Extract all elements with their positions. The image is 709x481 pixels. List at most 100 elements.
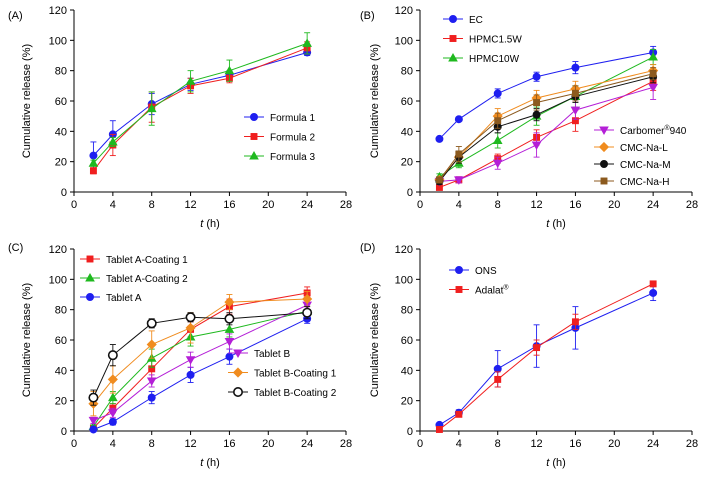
legend-item: Tablet A-Coating 1 bbox=[80, 255, 188, 266]
x-tick-label: 16 bbox=[223, 199, 235, 211]
y-tick-label: 60 bbox=[55, 335, 67, 347]
x-tick-label: 24 bbox=[301, 199, 313, 211]
series-line bbox=[439, 86, 654, 182]
data-point bbox=[532, 110, 541, 119]
x-axis-label-variable: t bbox=[546, 218, 550, 230]
y-tick-label: 100 bbox=[49, 35, 67, 47]
legend-marker bbox=[249, 151, 259, 160]
legend-item: Carbomer®940 bbox=[594, 124, 687, 137]
x-tick-label: 12 bbox=[184, 199, 196, 211]
data-point bbox=[493, 89, 502, 98]
data-point bbox=[435, 134, 444, 143]
legend-marker bbox=[600, 159, 609, 168]
legend-marker bbox=[232, 367, 244, 378]
data-point bbox=[435, 176, 443, 184]
data-point bbox=[185, 76, 196, 85]
data-point bbox=[455, 410, 463, 418]
data-point bbox=[185, 312, 196, 323]
y-axis-label: Cumulative release (%) bbox=[21, 283, 33, 397]
legend-marker bbox=[599, 126, 609, 135]
panel-label: (D) bbox=[360, 242, 375, 254]
legend-label: HPMC10W bbox=[469, 54, 520, 65]
legend-item: Tablet B-Coating 1 bbox=[228, 367, 337, 380]
data-point bbox=[89, 151, 98, 160]
legend-marker bbox=[86, 292, 95, 301]
data-point bbox=[571, 89, 579, 97]
x-axis-label-unit: (h) bbox=[549, 218, 566, 230]
x-tick-label: 16 bbox=[569, 438, 581, 450]
data-point bbox=[455, 150, 463, 158]
legend-label: Tablet B-Coating 2 bbox=[254, 388, 337, 399]
x-tick-label: 8 bbox=[495, 438, 501, 450]
x-tick-label: 8 bbox=[149, 438, 155, 450]
data-point bbox=[108, 409, 118, 418]
legend-label: ONS bbox=[475, 266, 497, 277]
x-tick-label: 0 bbox=[417, 438, 423, 450]
data-point bbox=[435, 426, 443, 433]
x-tick-label: 28 bbox=[340, 438, 352, 450]
data-point bbox=[88, 158, 99, 167]
data-point bbox=[649, 288, 658, 297]
legend-item: Tablet A-Coating 2 bbox=[80, 273, 188, 285]
legend-item: HPMC1.5W bbox=[443, 35, 522, 46]
legend-item: HPMC10W bbox=[443, 53, 520, 65]
y-tick-label: 60 bbox=[55, 96, 67, 108]
panel-label: (B) bbox=[360, 10, 375, 22]
x-tick-label: 4 bbox=[110, 199, 116, 211]
x-axis-label-variable: t bbox=[200, 218, 204, 230]
legend-item: CMC-Na-M bbox=[594, 159, 671, 171]
legend-marker bbox=[454, 265, 463, 274]
series-line bbox=[439, 51, 654, 140]
data-point bbox=[185, 356, 196, 365]
data-point bbox=[649, 70, 657, 78]
legend-marker bbox=[233, 386, 244, 397]
series-line bbox=[93, 51, 308, 156]
data-point bbox=[146, 339, 157, 350]
y-tick-label: 60 bbox=[401, 335, 413, 347]
legend-label: Formula 2 bbox=[270, 133, 315, 144]
legend-marker bbox=[448, 14, 457, 23]
y-axis-label: Cumulative release (%) bbox=[21, 44, 33, 158]
legend-item: Formula 1 bbox=[244, 113, 315, 124]
series-line bbox=[439, 283, 654, 430]
data-point bbox=[224, 338, 235, 347]
data-point bbox=[224, 297, 235, 308]
y-tick-label: 80 bbox=[55, 66, 67, 78]
data-point bbox=[146, 318, 157, 329]
data-point bbox=[492, 159, 503, 169]
legend-marker bbox=[600, 177, 608, 185]
x-tick-label: 12 bbox=[184, 438, 196, 450]
y-tick-label: 80 bbox=[55, 305, 67, 317]
x-tick-label: 4 bbox=[456, 438, 462, 450]
x-tick-label: 0 bbox=[71, 438, 77, 450]
legend-label: Tablet A-Coating 1 bbox=[106, 255, 188, 266]
y-tick-label: 0 bbox=[61, 426, 67, 438]
series-line bbox=[439, 56, 654, 178]
series-5 bbox=[88, 291, 313, 417]
x-tick-label: 0 bbox=[417, 199, 423, 211]
legend-item: Formula 3 bbox=[244, 151, 315, 163]
y-tick-label: 0 bbox=[61, 187, 67, 199]
series-line bbox=[93, 292, 308, 429]
legend-label: Adalat® bbox=[475, 284, 509, 297]
data-point bbox=[89, 425, 98, 434]
y-tick-label: 20 bbox=[55, 396, 67, 408]
x-tick-label: 20 bbox=[608, 438, 620, 450]
data-point bbox=[108, 392, 118, 402]
legend-label: Tablet A bbox=[106, 293, 142, 304]
x-tick-label: 28 bbox=[340, 199, 352, 211]
x-axis-label-variable: t bbox=[200, 457, 204, 469]
series-2 bbox=[435, 280, 657, 433]
data-point bbox=[225, 352, 234, 361]
chart-panel-4: 0 4 8 12 16 20 24 28 0 20 40 60 80 100 120 (D) Cumulativ… bbox=[360, 242, 698, 469]
y-tick-label: 80 bbox=[401, 305, 413, 317]
series-line bbox=[92, 312, 308, 398]
data-point bbox=[108, 417, 117, 426]
legend: Formula 1 Formula 2 Formula 3 bbox=[244, 113, 315, 163]
data-point bbox=[108, 137, 118, 146]
x-tick-label: 28 bbox=[686, 199, 698, 211]
y-tick-label: 80 bbox=[401, 66, 413, 78]
legend-label: Carbomer®940 bbox=[620, 124, 687, 137]
legend: Tablet B Tablet B-Coating 1 Tablet B-Coati… bbox=[228, 349, 337, 399]
